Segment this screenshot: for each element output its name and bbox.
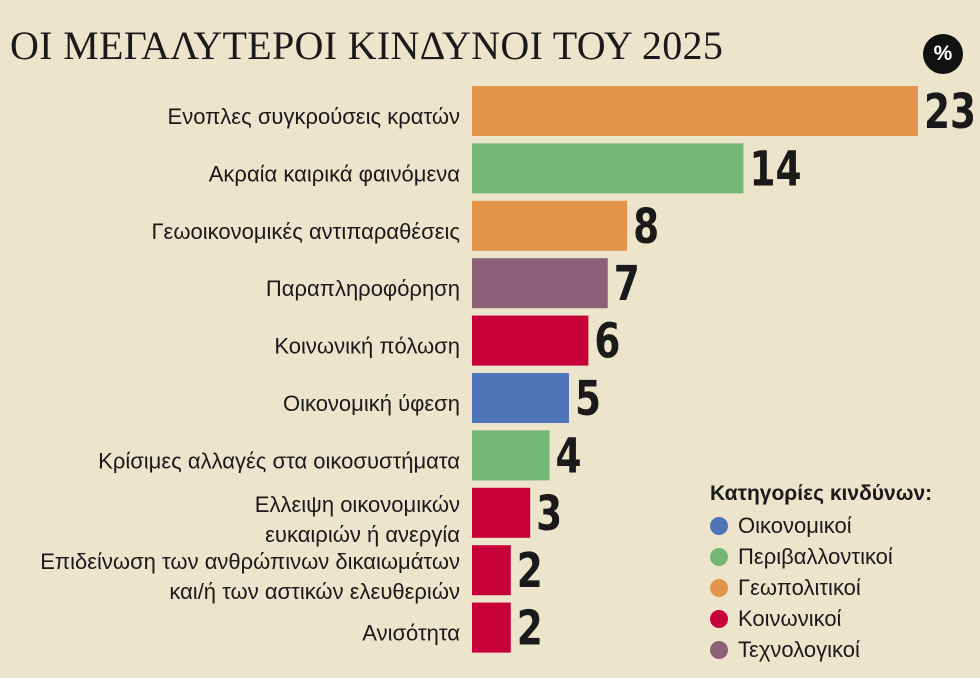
legend-label-geopolitical: Γεωπολιτικοί [738, 574, 861, 600]
bar [472, 200, 628, 251]
bar-value-label: 7 [614, 257, 640, 313]
legend-item-societal: Κοινωνικοί [710, 603, 932, 634]
category-label: Κρίσιμες αλλαγές στα οικοσυστήματα [98, 448, 460, 473]
bar-value-label: 4 [556, 429, 582, 485]
bar [472, 258, 608, 309]
legend-dot-geopolitical [710, 578, 728, 597]
legend-dot-environmental [710, 547, 728, 566]
legend-label-economic: Οικονομικοί [738, 512, 852, 538]
category-label: Οικονομική ύφεση [283, 391, 460, 416]
category-label: Ανισότητα [362, 621, 460, 646]
bar [472, 602, 511, 653]
category-label: Επιδείνωση των ανθρώπινων δικαιωμάτων [40, 549, 460, 574]
percent-unit-badge: % [923, 34, 963, 74]
chart-title: ΟΙ ΜΕΓΑΛΥΤΕΡΟΙ ΚΙΝΔΥΝΟΙ ΤΟΥ 2025 [10, 23, 724, 68]
category-label: Κοινωνική πόλωση [274, 334, 460, 359]
legend-label-technological: Τεχνολογικοί [738, 636, 860, 662]
bar [472, 373, 569, 423]
legend-label-environmental: Περιβαλλοντικοί [738, 543, 893, 569]
legend: Κατηγορίες κινδύνων: Οικονομικοί Περιβαλ… [710, 482, 932, 665]
legend-dot-technological [710, 640, 728, 659]
legend-dot-economic [710, 516, 728, 535]
legend-label-societal: Κοινωνικοί [738, 605, 842, 631]
legend-item-economic: Οικονομικοί [710, 510, 932, 541]
bar [472, 545, 511, 596]
category-label: ευκαιριών ή ανεργία [265, 522, 460, 547]
bar [472, 430, 550, 481]
category-label: και/ή των αστικών ελευθεριών [169, 579, 460, 604]
bar-value-label: 14 [749, 142, 801, 198]
bar-value-label: 5 [575, 372, 601, 428]
bar-value-label: 2 [517, 544, 543, 600]
bar-value-label: 8 [633, 199, 659, 255]
bar [472, 315, 589, 366]
bar [472, 487, 531, 538]
category-label: Ακραία καιρικά φαινόμενα [209, 161, 461, 186]
bar [472, 86, 918, 136]
category-label: Γεωοικονομικές αντιπαραθέσεις [151, 219, 460, 244]
legend-title: Κατηγορίες κινδύνων: [710, 482, 933, 505]
legend-dot-societal [710, 609, 728, 628]
bar [472, 143, 744, 194]
category-label: Ελλειψη οικονομικών [255, 492, 460, 517]
bar-value-label: 6 [594, 314, 620, 370]
bar-value-label: 2 [517, 601, 543, 657]
legend-item-geopolitical: Γεωπολιτικοί [710, 572, 932, 603]
bar-value-label: 3 [536, 486, 562, 542]
bar-value-label: 23 [924, 85, 976, 141]
legend-item-technological: Τεχνολογικοί [710, 634, 932, 665]
category-label: Παραπληροφόρηση [266, 276, 460, 301]
category-label: Ενοπλες συγκρούσεις κρατών [168, 104, 460, 129]
legend-item-environmental: Περιβαλλοντικοί [710, 541, 932, 572]
